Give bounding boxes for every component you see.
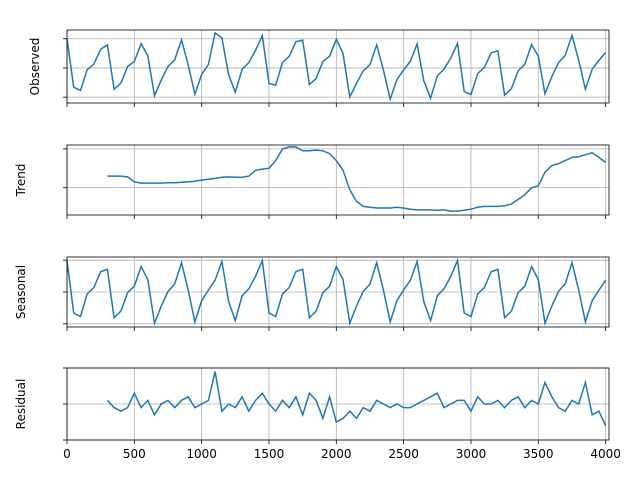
y-axis-label: Seasonal bbox=[14, 265, 28, 319]
x-tick-label: 3000 bbox=[456, 447, 487, 461]
x-tick-label: 1000 bbox=[186, 447, 217, 461]
x-tick-label: 0 bbox=[63, 447, 71, 461]
axes-frame bbox=[66, 144, 610, 216]
series-line bbox=[107, 146, 607, 212]
axes-frame bbox=[66, 256, 610, 328]
y-axis-label: Residual bbox=[14, 379, 28, 430]
x-tick-label: 3500 bbox=[523, 447, 554, 461]
axes-frame bbox=[66, 29, 610, 104]
x-tick-label: 2500 bbox=[388, 447, 419, 461]
series-line bbox=[66, 257, 607, 327]
x-tick-label: 1500 bbox=[254, 447, 285, 461]
series-line bbox=[106, 371, 607, 426]
series-line bbox=[66, 31, 607, 102]
x-tick-label: 500 bbox=[123, 447, 146, 461]
axes-frame bbox=[66, 367, 610, 441]
x-tick-label: 4000 bbox=[590, 447, 621, 461]
y-axis-label: Trend bbox=[14, 164, 28, 198]
y-axis-label: Observed bbox=[28, 38, 42, 96]
x-tick-label: 2000 bbox=[321, 447, 352, 461]
